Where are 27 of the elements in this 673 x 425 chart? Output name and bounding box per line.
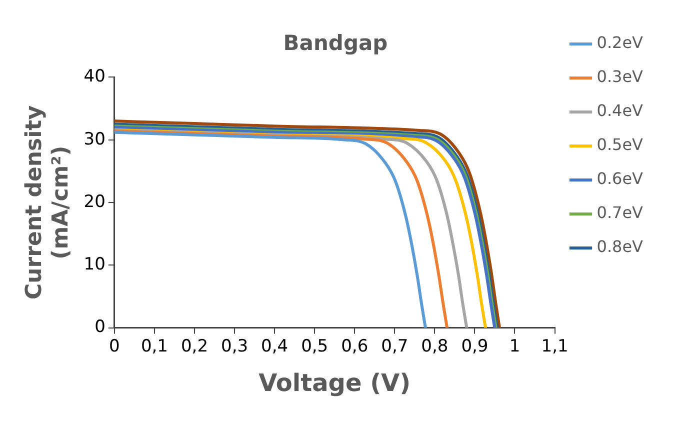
x-tick-label: 0,9 [461,336,488,356]
x-tick-label: 0,4 [261,336,288,356]
y-tick-label: 0 [94,317,106,338]
legend-label: 0.6eV [596,169,644,188]
chart-title: Bandgap [283,31,388,56]
x-tick-label: 0,8 [421,336,448,356]
x-tick-label: 1 [509,336,520,356]
legend-label: 0.3eV [596,67,644,86]
x-axis-title: Voltage (V) [258,368,411,397]
x-tick-label: 0 [109,336,120,356]
y-tick-label: 20 [84,192,106,212]
legend-label: 0.5eV [596,135,644,154]
legend-label: 0.7eV [596,203,644,222]
y-axis-title: Current density (mA/cm²) [22,105,74,300]
x-tick-label: 0,7 [381,336,408,356]
x-tick-label: 0,1 [140,336,168,356]
y-tick-label: 40 [84,66,106,87]
y-tick-label: 30 [84,129,106,150]
x-tick-label: 0,5 [301,336,328,356]
legend-label: 0.4eV [596,101,644,120]
x-tick-label: 0,6 [341,336,368,356]
x-tick-label: 0,3 [221,336,248,356]
y-tick-label: 10 [84,254,106,275]
x-tick-label: 1,1 [541,336,568,356]
legend-label: 0.2eV [596,33,644,52]
legend-label: 0.8eV [596,237,644,256]
x-tick-label: 0,2 [180,336,208,356]
